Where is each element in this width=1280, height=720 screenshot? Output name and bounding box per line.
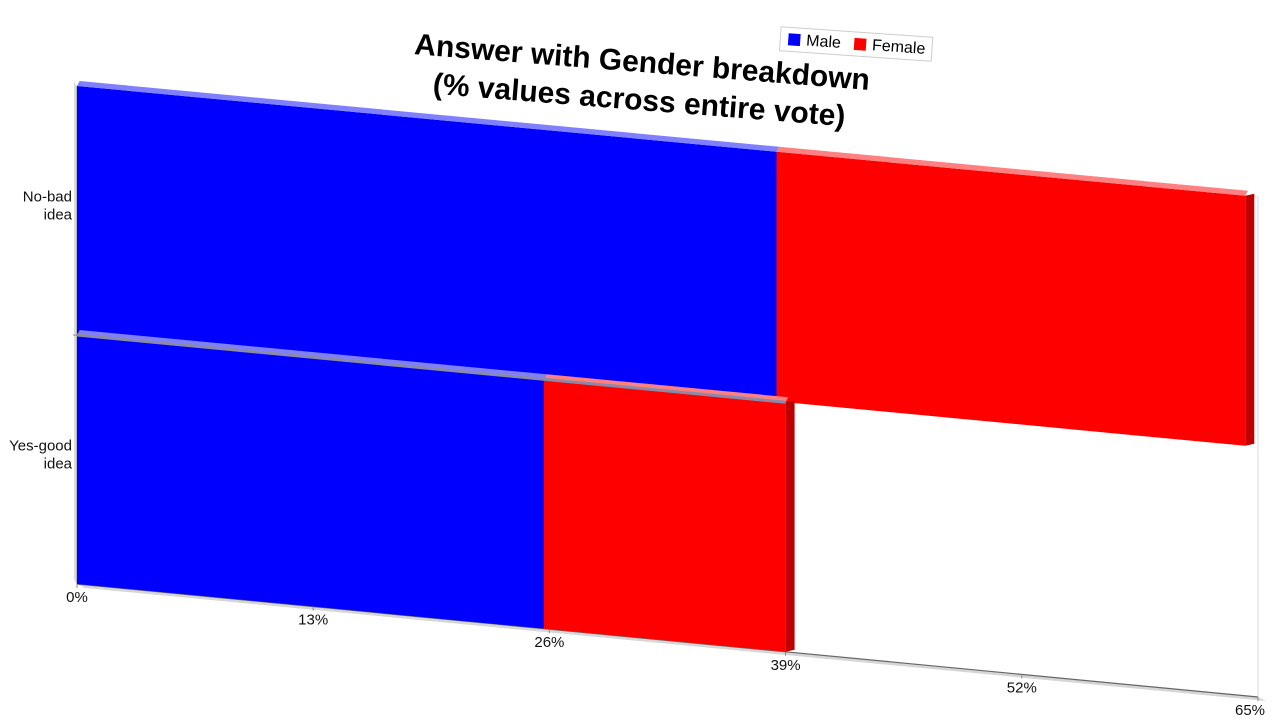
y-category-label: Yes-good idea: [9, 438, 73, 473]
category-divider: [76, 333, 786, 404]
bar-side-female-1: [785, 400, 795, 652]
x-tick-label: 52%: [1007, 679, 1037, 696]
bar-top-female-0: [776, 146, 1248, 196]
y-category-label-line: Yes-good: [9, 438, 72, 455]
legend: Male Female: [778, 26, 934, 62]
y-category-label-line: No-bad: [23, 189, 72, 206]
bar-side-female-0: [1245, 193, 1255, 446]
x-tick-label: 13%: [298, 612, 328, 629]
x-tick-label: 26%: [534, 634, 564, 651]
legend-label-male: Male: [806, 33, 842, 52]
bar-female-0: [776, 151, 1246, 446]
legend-label-female: Female: [871, 37, 926, 58]
legend-swatch-male: [787, 33, 801, 47]
y-category-label: No-bad idea: [23, 189, 73, 224]
x-tick-label: 65%: [1235, 702, 1265, 719]
legend-swatch-female: [853, 37, 867, 51]
bar-male-0: [77, 86, 777, 402]
left-wall: [74, 82, 77, 584]
bar-top-male-0: [77, 81, 780, 152]
bar-male-1: [77, 335, 544, 629]
x-tick-label: 0%: [66, 589, 88, 606]
x-tick-label: 39%: [771, 657, 801, 674]
y-category-label-line: idea: [44, 207, 73, 224]
floor: [77, 584, 1266, 701]
bar-female-1: [543, 379, 786, 652]
y-category-label-line: idea: [44, 456, 73, 473]
